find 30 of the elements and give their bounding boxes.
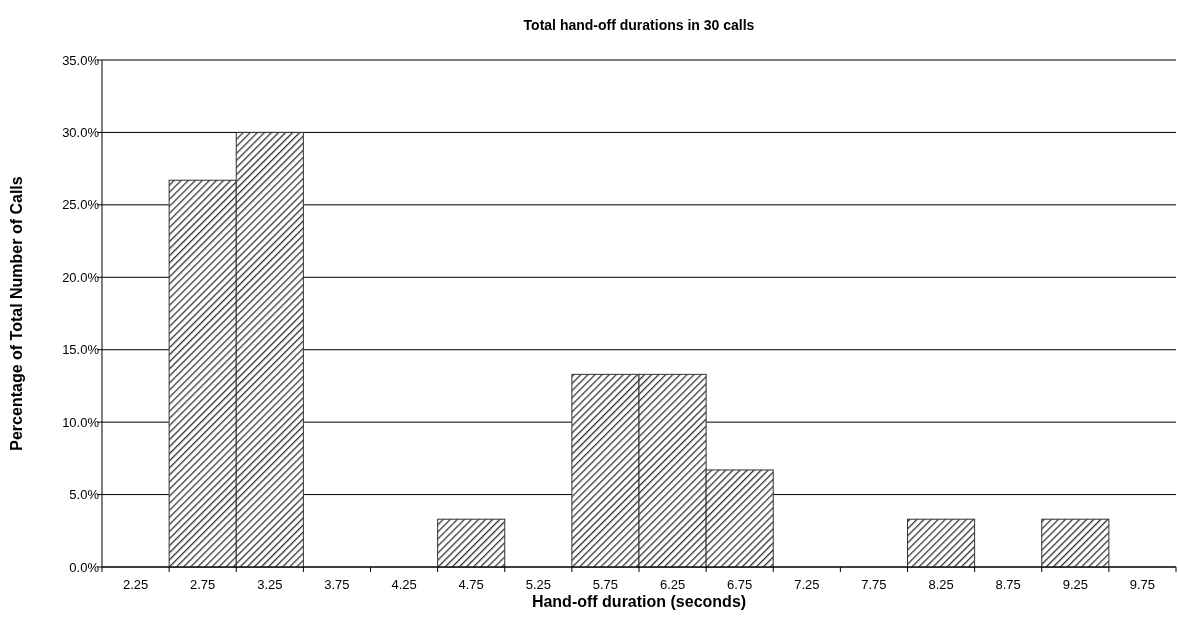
y-tick-label: 5.0% xyxy=(69,487,100,503)
y-tick-label: 25.0% xyxy=(62,197,100,213)
x-tick-label: 2.75 xyxy=(190,577,216,592)
x-tick-label: 9.75 xyxy=(1129,577,1156,592)
x-tick-label: 6.75 xyxy=(727,577,753,592)
chart-title: Total hand-off durations in 30 calls xyxy=(523,17,755,33)
x-tick-label: 7.75 xyxy=(861,577,887,592)
y-axis-title: Percentage of Total Number of Calls xyxy=(8,176,25,451)
bar xyxy=(907,518,976,568)
y-tick-label: 0.0% xyxy=(69,559,100,575)
x-tick-label: 9.25 xyxy=(1062,577,1088,592)
x-tick-label: 4.25 xyxy=(391,577,417,592)
y-tick-label: 10.0% xyxy=(62,414,100,430)
y-tick-label: 35.0% xyxy=(62,52,100,68)
x-tick-label: 7.25 xyxy=(794,577,820,592)
x-tick-label: 4.75 xyxy=(458,577,484,592)
x-tick-label: 6.25 xyxy=(659,577,686,592)
x-tick-label: 3.25 xyxy=(257,577,283,592)
x-tick-label: 3.75 xyxy=(324,577,350,592)
x-axis-title: Hand-off duration (seconds) xyxy=(531,593,747,610)
y-tick-label: 30.0% xyxy=(62,124,100,140)
x-tick-label: 2.25 xyxy=(122,577,149,592)
y-tick-label: 15.0% xyxy=(62,342,100,358)
y-tick-label: 20.0% xyxy=(62,269,100,285)
x-tick-label: 8.75 xyxy=(995,577,1021,592)
bar xyxy=(437,518,506,568)
x-tick-label: 5.25 xyxy=(525,577,551,592)
x-tick-label: 8.25 xyxy=(928,577,954,592)
x-tick-label: 5.75 xyxy=(592,577,619,592)
bar xyxy=(1041,518,1110,568)
